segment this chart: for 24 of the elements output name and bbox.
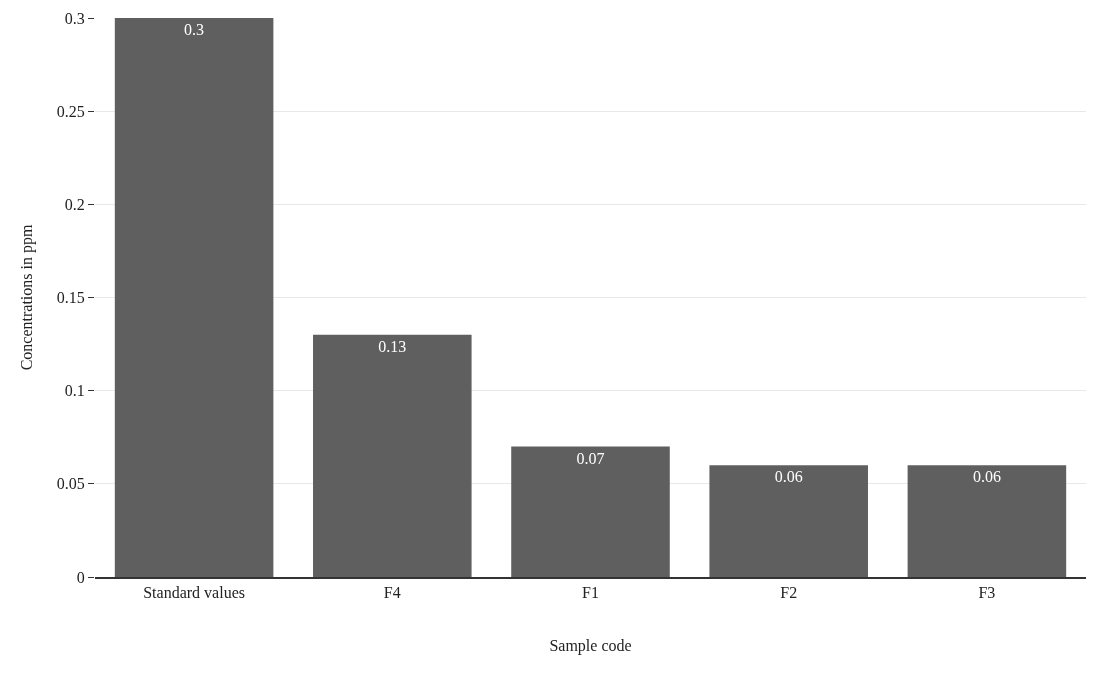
y-tick-label: 0.1 <box>64 382 85 400</box>
bar <box>907 465 1067 577</box>
bar <box>511 446 670 577</box>
data-label: 0.07 <box>576 449 605 467</box>
bar <box>114 18 274 577</box>
y-tick-label: 0.3 <box>64 9 85 27</box>
y-tick-label: 0.2 <box>64 195 85 213</box>
bar <box>709 465 868 577</box>
data-label: 0.06 <box>972 468 1001 486</box>
y-tick-label: 0.25 <box>56 102 85 120</box>
y-tick-label: 0 <box>76 568 85 586</box>
y-axis-title: Concentrations in ppm <box>17 224 36 371</box>
x-tick-label: F4 <box>383 584 401 602</box>
x-tick-label: F3 <box>978 584 996 602</box>
x-tick-label: Standard values <box>143 584 245 602</box>
y-tick-label: 0.05 <box>56 475 85 493</box>
y-tick-label: 0.15 <box>56 289 85 307</box>
x-tick-label: F2 <box>780 584 798 602</box>
x-axis-title: Sample code <box>549 637 632 656</box>
data-label: 0.3 <box>184 21 205 38</box>
bar <box>313 334 472 577</box>
data-label: 0.13 <box>378 337 407 355</box>
data-label: 0.06 <box>774 468 803 486</box>
x-tick-label: F1 <box>582 584 599 602</box>
